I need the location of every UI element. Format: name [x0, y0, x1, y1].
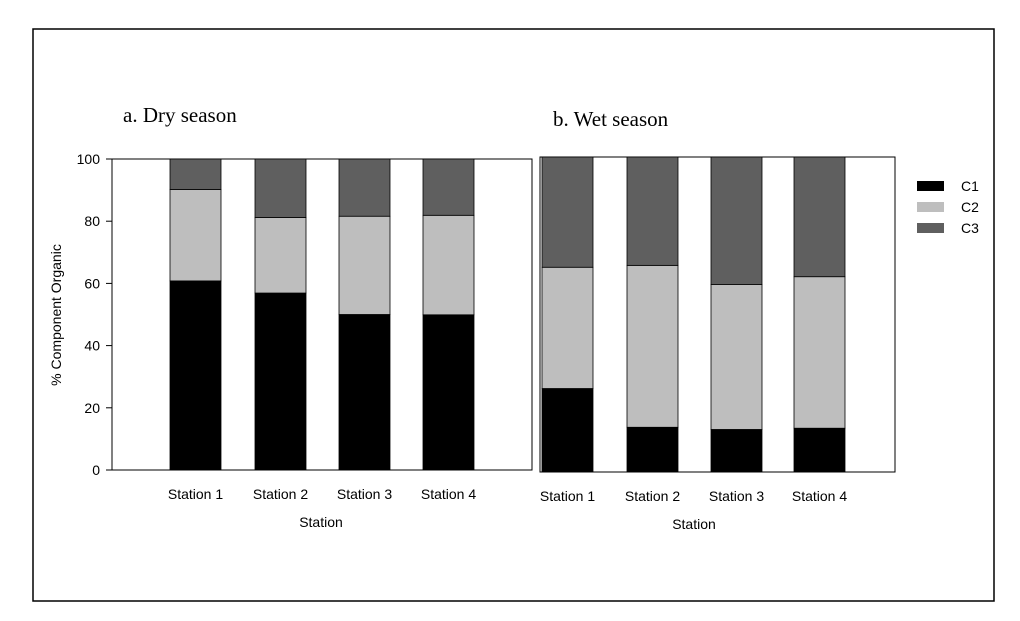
bar-c2-station-1 — [169, 189, 222, 282]
bar-c1-station-2 — [254, 292, 307, 471]
legend: C1 C2 C3 — [917, 178, 979, 236]
bar-c2-station-4 — [422, 214, 475, 316]
bar-c2-station-3 — [338, 215, 391, 315]
bar-c3-station-2 — [626, 156, 679, 266]
bar-c3-station-3 — [338, 158, 391, 217]
bar-c2-station-4 — [793, 276, 846, 429]
bar-c2-station-3 — [710, 284, 763, 430]
bar-c3-station-4 — [793, 156, 846, 278]
panel-a-bars — [169, 158, 475, 471]
panel-a-title: a. Dry season — [123, 103, 237, 127]
x-tick-label: Station 1 — [540, 488, 595, 504]
bar-c2-station-2 — [626, 264, 679, 428]
panel-wet-season: b. Wet season Station 1 Station 2 Station … — [539, 107, 896, 532]
x-tick-label: Station 2 — [625, 488, 680, 504]
panel-b-bars — [541, 156, 846, 473]
panel-b-x-axis-label: Station — [672, 516, 716, 532]
bar-c1-station-4 — [422, 314, 475, 471]
y-tick-label: 20 — [84, 400, 100, 416]
bar-c3-station-1 — [169, 158, 222, 190]
y-tick-label: 0 — [92, 462, 100, 478]
legend-label-c3: C3 — [961, 220, 979, 236]
bar-c1-station-2 — [626, 426, 679, 473]
x-tick-label: Station 3 — [337, 486, 392, 502]
bar-c2-station-1 — [541, 266, 594, 389]
x-tick-label: Station 4 — [792, 488, 847, 504]
panel-a-x-axis-label: Station — [299, 514, 343, 530]
x-tick-label: Station 4 — [421, 486, 476, 502]
bar-c3-station-3 — [710, 156, 763, 285]
y-tick-label: 40 — [84, 338, 100, 354]
bar-c1-station-3 — [710, 429, 763, 473]
legend-swatch-c2 — [917, 202, 944, 212]
bar-c1-station-1 — [541, 388, 594, 473]
bar-c1-station-4 — [793, 427, 846, 473]
legend-label-c1: C1 — [961, 178, 979, 194]
y-tick-label: 100 — [77, 151, 101, 167]
bar-c3-station-2 — [254, 158, 307, 218]
x-tick-label: Station 1 — [168, 486, 223, 502]
y-tick-label: 80 — [84, 213, 100, 229]
bar-c3-station-1 — [541, 156, 594, 268]
bar-c1-station-3 — [338, 314, 391, 471]
x-tick-label: Station 2 — [253, 486, 308, 502]
bar-c2-station-2 — [254, 217, 307, 294]
y-tick-label: 60 — [84, 275, 100, 291]
figure-frame — [32, 28, 995, 602]
legend-swatch-c1 — [917, 181, 944, 191]
panel-a-x-axis: Station 1 Station 2 Station 3 Station 4 — [168, 486, 476, 502]
legend-swatch-c3 — [917, 223, 944, 233]
panel-a-y-axis-label: % Component Organic — [48, 244, 64, 386]
panel-a-y-axis: 0 20 40 60 80 100 — [77, 151, 112, 478]
panel-b-x-axis: Station 1 Station 2 Station 3 Station 4 — [540, 488, 847, 504]
bar-c3-station-4 — [422, 158, 475, 216]
bar-c1-station-1 — [169, 280, 222, 471]
panel-b-title: b. Wet season — [553, 107, 669, 131]
legend-label-c2: C2 — [961, 199, 979, 215]
x-tick-label: Station 3 — [709, 488, 764, 504]
